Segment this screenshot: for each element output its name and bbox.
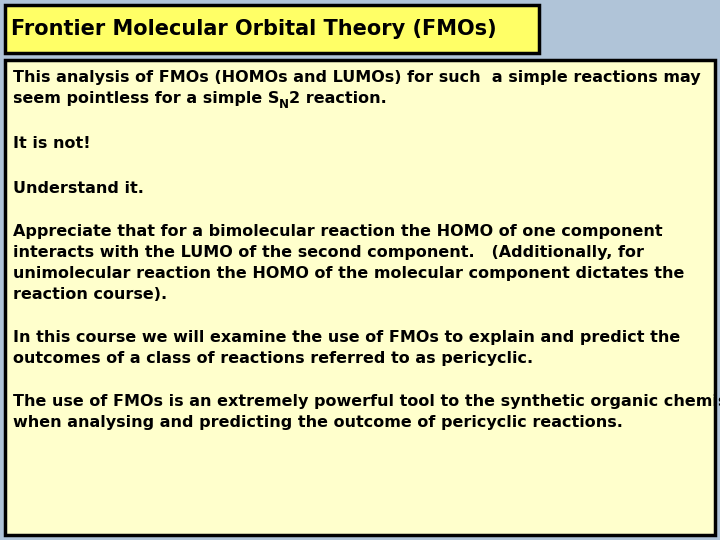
Text: Understand it.: Understand it. <box>13 181 144 196</box>
Text: 2 reaction.: 2 reaction. <box>289 91 387 106</box>
Text: interacts with the LUMO of the second component.   (Additionally, for: interacts with the LUMO of the second co… <box>13 245 644 260</box>
Bar <box>5 60 715 535</box>
Text: In this course we will examine the use of FMOs to explain and predict the: In this course we will examine the use o… <box>13 330 680 345</box>
Text: It is not!: It is not! <box>13 136 91 151</box>
Text: seem pointless for a simple S: seem pointless for a simple S <box>13 91 279 106</box>
Text: seem pointless for a simple S: seem pointless for a simple S <box>13 91 279 106</box>
Bar <box>5 5 539 53</box>
Text: outcomes of a class of reactions referred to as pericyclic.: outcomes of a class of reactions referre… <box>13 351 533 366</box>
Text: The use of FMOs is an extremely powerful tool to the synthetic organic chemist: The use of FMOs is an extremely powerful… <box>13 394 720 409</box>
Text: Appreciate that for a bimolecular reaction the HOMO of one component: Appreciate that for a bimolecular reacti… <box>13 224 662 239</box>
Text: Frontier Molecular Orbital Theory (FMOs): Frontier Molecular Orbital Theory (FMOs) <box>11 19 497 39</box>
Text: when analysing and predicting the outcome of pericyclic reactions.: when analysing and predicting the outcom… <box>13 415 623 430</box>
Text: N: N <box>279 98 289 111</box>
Text: unimolecular reaction the HOMO of the molecular component dictates the: unimolecular reaction the HOMO of the mo… <box>13 266 685 281</box>
Text: This analysis of FMOs (HOMOs and LUMOs) for such  a simple reactions may: This analysis of FMOs (HOMOs and LUMOs) … <box>13 70 701 85</box>
Text: reaction course).: reaction course). <box>13 287 167 302</box>
Text: N: N <box>279 98 289 111</box>
